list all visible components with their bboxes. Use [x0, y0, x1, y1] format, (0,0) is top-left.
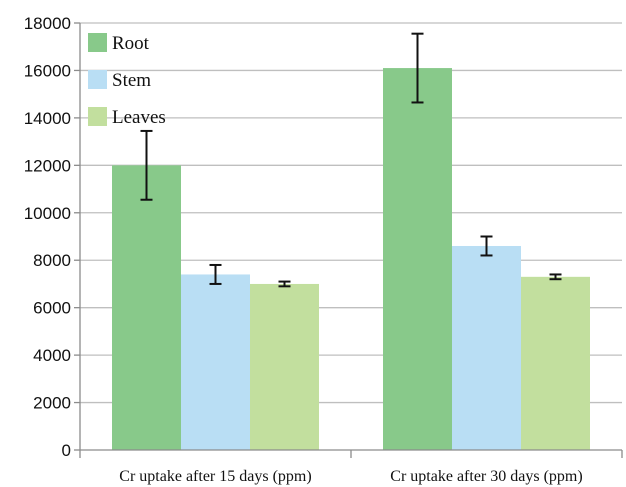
error-bar-root — [411, 32, 424, 104]
bars — [112, 68, 590, 451]
legend-item-stem: Stem — [88, 70, 151, 91]
y-tick-label: 8000 — [33, 251, 71, 270]
y-tick-label: 0 — [62, 441, 71, 460]
legend: Root Stem Leaves — [88, 33, 166, 128]
legend-swatch — [88, 70, 107, 89]
error-bar-stem — [209, 263, 222, 285]
error-bar-leaves — [549, 273, 562, 281]
y-tick-label: 16000 — [24, 61, 71, 80]
y-tick-label: 10000 — [24, 204, 71, 223]
legend-label: Root — [112, 33, 150, 54]
bar-root — [112, 165, 181, 451]
error-bar-stem — [480, 235, 493, 257]
legend-label: Stem — [112, 70, 151, 91]
y-tick-label: 14000 — [24, 109, 71, 128]
error-bar-leaves — [278, 280, 291, 288]
bar-stem — [452, 245, 521, 450]
bar-root — [383, 68, 452, 451]
legend-item-root: Root — [88, 33, 150, 54]
y-tick-labels: 0 2000 4000 6000 8000 10000 12000 14000 16000 180… — [24, 14, 71, 460]
y-tick-label: 18000 — [24, 14, 71, 33]
legend-swatch — [88, 107, 107, 126]
error-bars — [140, 32, 562, 288]
legend-swatch — [88, 33, 107, 52]
x-category-labels: Cr uptake after 15 days (ppm) Cr uptake a… — [119, 468, 582, 485]
bar-leaves — [250, 283, 319, 450]
bar-leaves — [521, 276, 590, 450]
y-tick-label: 2000 — [33, 394, 71, 413]
legend-item-leaves: Leaves — [88, 107, 166, 128]
legend-label: Leaves — [112, 107, 166, 128]
y-tick-label: 4000 — [33, 346, 71, 365]
error-bar-root — [140, 129, 153, 201]
axes — [79, 23, 623, 458]
bar-stem — [181, 274, 250, 450]
x-category-label: Cr uptake after 30 days (ppm) — [390, 468, 582, 485]
x-category-label: Cr uptake after 15 days (ppm) — [119, 468, 311, 485]
y-tick-label: 12000 — [24, 156, 71, 175]
y-tick-label: 6000 — [33, 299, 71, 318]
